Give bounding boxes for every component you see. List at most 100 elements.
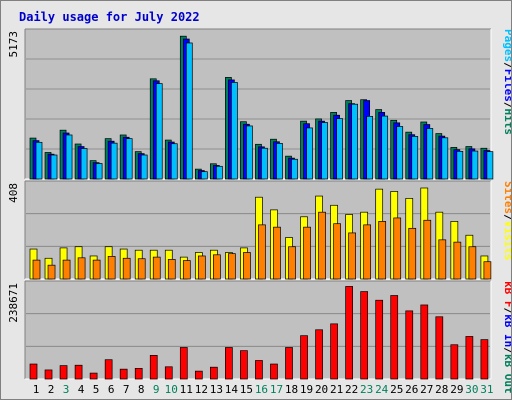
bar-pages-day-14 bbox=[231, 82, 238, 180]
bar-kb-f-day-24 bbox=[375, 299, 384, 380]
bar-pages-day-9 bbox=[155, 83, 163, 180]
bar-kb-f-day-23 bbox=[360, 291, 369, 380]
bar-sites-day-16 bbox=[258, 224, 266, 280]
bar-pages-day-10 bbox=[170, 143, 178, 180]
legend-entry-kb-out: kB Out bbox=[502, 354, 511, 394]
y-max-label: 408 bbox=[7, 183, 20, 203]
bar-kb-f-day-18 bbox=[285, 347, 293, 380]
bar-pages-day-18 bbox=[291, 158, 298, 180]
bar-sites-day-30 bbox=[468, 246, 477, 280]
bar-sites-day-9 bbox=[152, 256, 161, 280]
x-tick-label-day-23: 23 bbox=[360, 383, 373, 396]
bar-kb-f-day-20 bbox=[315, 329, 323, 380]
x-tick-label-day-21: 21 bbox=[330, 383, 343, 396]
bar-kb-f-day-10 bbox=[164, 366, 173, 380]
legend-entry-kb-in: kB In bbox=[502, 314, 511, 347]
bar-sites-day-22 bbox=[348, 232, 356, 280]
legend-entry-sites: Sites bbox=[502, 181, 511, 214]
y-max-label: 5173 bbox=[7, 31, 20, 58]
legend-entry-visits: Visits bbox=[502, 221, 511, 261]
bar-sites-day-25 bbox=[393, 217, 402, 280]
legend-middle: Sites/Visits bbox=[502, 181, 511, 261]
x-tick-label-day-31: 31 bbox=[480, 383, 493, 396]
bar-kb-f-day-30 bbox=[465, 336, 474, 380]
bar-sites-day-20 bbox=[318, 211, 326, 280]
bar-kb-f-day-25 bbox=[390, 295, 399, 380]
legend-separator: / bbox=[502, 102, 511, 109]
bar-kb-f-day-1 bbox=[29, 363, 38, 380]
bar-sites-day-13 bbox=[213, 254, 221, 280]
x-tick-label-day-24: 24 bbox=[375, 383, 389, 396]
bar-kb-f-day-13 bbox=[210, 366, 218, 380]
bar-kb-f-day-21 bbox=[330, 323, 338, 380]
bar-sites-day-15 bbox=[243, 252, 251, 280]
x-tick-label-day-26: 26 bbox=[405, 383, 418, 396]
bar-kb-f-day-31 bbox=[480, 339, 489, 380]
bar-kb-f-day-19 bbox=[300, 335, 308, 380]
bar-sites-day-23 bbox=[363, 224, 372, 280]
legend-bottom: kB F/kB In/kB Out bbox=[502, 281, 511, 394]
bar-kb-f-day-4 bbox=[74, 364, 83, 380]
bar-pages-day-2 bbox=[50, 154, 58, 180]
bar-kb-f-day-12 bbox=[194, 370, 203, 380]
x-tick-label-day-9: 9 bbox=[153, 383, 160, 396]
bar-pages-day-23 bbox=[366, 115, 374, 180]
bar-kb-f-day-8 bbox=[134, 368, 143, 380]
legend-separator: / bbox=[502, 214, 511, 221]
bar-pages-day-24 bbox=[381, 115, 389, 180]
x-tick-label-day-8: 8 bbox=[138, 383, 145, 396]
x-tick-label-day-18: 18 bbox=[285, 383, 298, 396]
bar-sites-day-1 bbox=[32, 259, 41, 280]
legend-entry-files: Files bbox=[502, 69, 511, 102]
bar-sites-day-31 bbox=[483, 261, 492, 280]
x-tick-label-day-16: 16 bbox=[255, 383, 268, 396]
legend-separator: / bbox=[502, 62, 511, 69]
x-tick-label-day-13: 13 bbox=[210, 383, 223, 396]
x-tick-label-day-25: 25 bbox=[390, 383, 403, 396]
bar-sites-day-28 bbox=[438, 239, 447, 280]
bar-pages-day-31 bbox=[486, 151, 494, 180]
x-tick-label-day-10: 10 bbox=[165, 383, 178, 396]
x-tick-label-day-28: 28 bbox=[435, 383, 448, 396]
bar-sites-day-14 bbox=[228, 253, 236, 280]
bar-pages-day-13 bbox=[216, 165, 223, 180]
bar-sites-day-7 bbox=[122, 257, 131, 280]
bar-pages-day-1 bbox=[35, 141, 43, 180]
bar-sites-day-18 bbox=[288, 246, 296, 280]
bar-sites-day-12 bbox=[197, 255, 206, 280]
x-tick-label-day-14: 14 bbox=[225, 383, 239, 396]
legend-entry-hits: Hits bbox=[502, 109, 511, 136]
x-tick-label-day-27: 27 bbox=[420, 383, 433, 396]
bar-pages-day-3 bbox=[65, 134, 73, 180]
bar-sites-day-27 bbox=[423, 219, 432, 280]
x-axis-labels: 1 2 3 4 5 6 7 8 9 10 11 12 13 14 15 16 17 18 19 20 21 22 23 24 2… bbox=[33, 383, 494, 396]
x-tick-label-day-30: 30 bbox=[465, 383, 478, 396]
bar-pages-day-21 bbox=[336, 118, 343, 180]
x-tick-label-day-20: 20 bbox=[315, 383, 328, 396]
bar-pages-day-7 bbox=[125, 138, 133, 180]
y-max-label: 238671 bbox=[7, 283, 20, 323]
bar-pages-day-4 bbox=[80, 148, 88, 180]
bar-kb-f-day-17 bbox=[270, 363, 278, 380]
bar-kb-f-day-26 bbox=[405, 310, 414, 380]
y-axis-labels: 5173 408 238671 bbox=[7, 31, 20, 323]
bar-pages-day-12 bbox=[200, 171, 208, 180]
bar-sites-day-21 bbox=[333, 223, 341, 280]
bar-kb-f-day-6 bbox=[104, 359, 113, 380]
x-tick-label-day-4: 4 bbox=[78, 383, 85, 396]
bar-pages-day-16 bbox=[261, 147, 268, 180]
x-tick-label-day-17: 17 bbox=[270, 383, 283, 396]
bar-sites-day-26 bbox=[408, 227, 417, 280]
x-tick-label-day-29: 29 bbox=[450, 383, 463, 396]
x-tick-label-day-15: 15 bbox=[240, 383, 253, 396]
x-tick-label-day-1: 1 bbox=[33, 383, 40, 396]
bar-pages-day-6 bbox=[110, 142, 118, 180]
bar-pages-day-30 bbox=[471, 150, 479, 180]
x-tick-label-day-2: 2 bbox=[48, 383, 55, 396]
bar-sites-day-10 bbox=[167, 259, 176, 280]
x-tick-label-day-6: 6 bbox=[108, 383, 115, 396]
bar-sites-day-29 bbox=[453, 241, 462, 280]
